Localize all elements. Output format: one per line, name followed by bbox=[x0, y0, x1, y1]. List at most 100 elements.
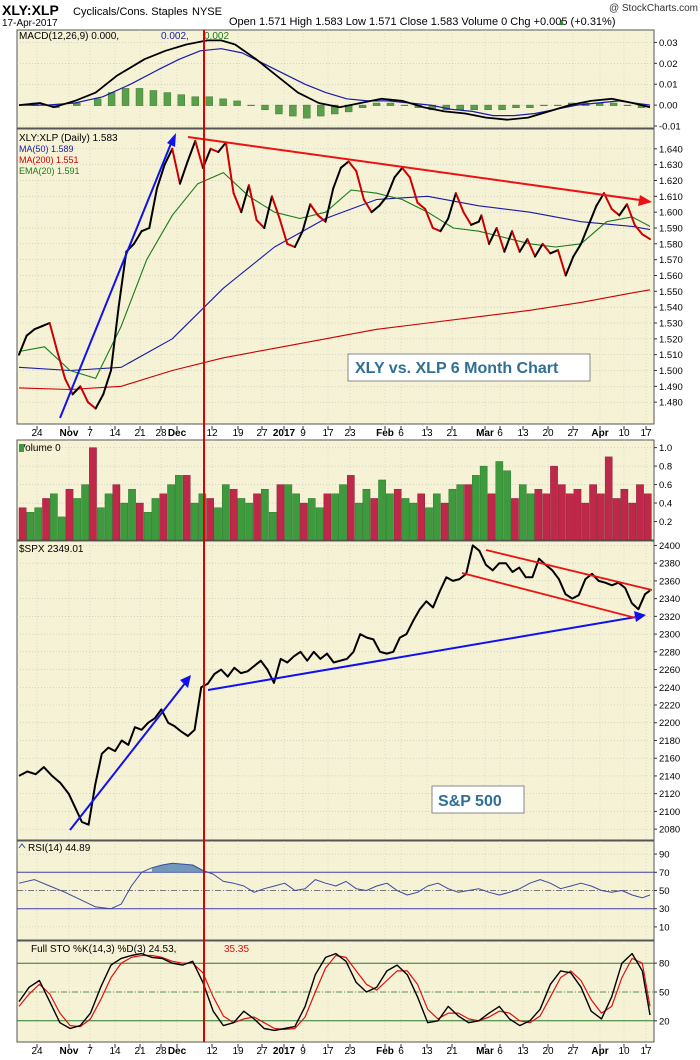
ratio-price-segment bbox=[270, 195, 281, 220]
volume-bar-up bbox=[315, 507, 324, 541]
ratio-price-segment bbox=[324, 187, 335, 223]
volume-bar-down bbox=[558, 484, 566, 541]
date-axis-top-tick-label: 20 bbox=[542, 428, 554, 439]
ratio-price-segment bbox=[286, 242, 296, 248]
date-axis-bottom-tick-label: Nov bbox=[60, 1046, 79, 1057]
volume-bar-down bbox=[253, 493, 261, 541]
date-axis-top: 24 Nov 7 14 21 28 Dec 12 19 27 2017 9 17 23 Feb 6 13 21 Ma… bbox=[31, 426, 652, 439]
ratio-price-segment bbox=[71, 385, 82, 396]
ratio-price-segment bbox=[224, 141, 235, 195]
sto-k-line bbox=[18, 952, 651, 1032]
spx-frame bbox=[16, 540, 655, 841]
ratio-price-segment bbox=[240, 184, 250, 214]
ratio-tick-label: 1.480 bbox=[659, 398, 683, 409]
volume-tick-label: 0.6 bbox=[659, 480, 672, 491]
ratio-price-segment bbox=[378, 195, 388, 207]
volume-bar-down bbox=[511, 498, 519, 541]
ratio-tick-label: 1.560 bbox=[659, 271, 683, 282]
spx-tick-label: 2380 bbox=[659, 559, 680, 570]
spx-tick-label: 2300 bbox=[659, 630, 680, 641]
volume-bar-down bbox=[628, 502, 636, 541]
date-axis-top-tick-label: 28 bbox=[155, 428, 167, 439]
ratio-price-segment bbox=[247, 184, 258, 222]
ratio-price-segment bbox=[56, 350, 66, 380]
macd-histogram-bar bbox=[623, 104, 632, 106]
ratio-price-segment bbox=[549, 249, 560, 255]
macd-histogram-bar bbox=[358, 104, 367, 108]
date-axis-top-tick-label: 12 bbox=[206, 428, 218, 439]
macd-histogram-bar bbox=[512, 104, 520, 108]
ratio-price-segment bbox=[447, 192, 457, 220]
volume-bar-up bbox=[339, 484, 347, 541]
date-axis-top-tick-label: 17 bbox=[640, 428, 652, 439]
ratio-price-segment bbox=[633, 223, 644, 236]
date-axis-bottom-tick-label: 13 bbox=[421, 1046, 433, 1057]
ratio-price-segment bbox=[163, 147, 174, 166]
date-axis-bottom-tick-label: 19 bbox=[232, 1046, 244, 1057]
date-axis-top-tick-label: 10 bbox=[618, 428, 630, 439]
ratio-price-segment bbox=[587, 204, 598, 226]
ratio-price-segment bbox=[94, 393, 105, 410]
spx-title: S&P 500 bbox=[438, 793, 502, 810]
macd-tick-label: 0.01 bbox=[659, 80, 678, 91]
volume-bar-down bbox=[565, 493, 574, 541]
ratio-price-segment bbox=[431, 227, 442, 233]
ratio-price-segment bbox=[117, 250, 128, 309]
ratio-price-segment bbox=[480, 214, 491, 245]
ratio-price-segment bbox=[424, 208, 434, 229]
volume-bar-up bbox=[167, 484, 175, 541]
volume-bar-up bbox=[143, 512, 152, 541]
macd-histogram-bar bbox=[261, 104, 269, 111]
volume-bar-down bbox=[604, 456, 613, 541]
date-axis-bottom-tick-label: 2017 bbox=[273, 1046, 296, 1057]
volume-legend: Volume 0 bbox=[19, 443, 61, 454]
date-axis-top-tick-label: 7 bbox=[87, 428, 93, 439]
ratio-price-segment bbox=[572, 242, 583, 258]
chart-date: 17-Apr-2017 bbox=[2, 18, 58, 29]
spx-blue-arrowhead-1 bbox=[180, 675, 191, 688]
macd-histogram-bar bbox=[317, 104, 325, 117]
ratio-price-segment bbox=[610, 208, 621, 217]
spx-blue-arrowhead-2 bbox=[634, 611, 646, 622]
ratio-price-segment bbox=[40, 322, 51, 328]
date-axis-bottom-tick-label: 12 bbox=[206, 1046, 218, 1057]
date-axis-top-tick-label: 21 bbox=[134, 428, 146, 439]
date-axis-bottom-tick-label: 14 bbox=[109, 1046, 121, 1057]
volume-bar-up bbox=[120, 502, 129, 541]
macd-histogram-bar bbox=[609, 102, 618, 106]
ratio-tick-label: 1.490 bbox=[659, 382, 683, 393]
ratio-price-segment bbox=[148, 187, 158, 229]
ratio-price-segment bbox=[102, 369, 112, 396]
ratio-price-segment bbox=[401, 166, 411, 179]
spx-tick-label: 2160 bbox=[659, 754, 680, 765]
date-axis-bottom-tick-label: 28 bbox=[155, 1046, 167, 1057]
ratio-price-segment bbox=[370, 204, 381, 214]
rsi-tick-label: 10 bbox=[659, 922, 670, 933]
macd-tick-label: -0.01 bbox=[659, 122, 681, 133]
date-axis-bottom-tick-label: 20 bbox=[542, 1046, 554, 1057]
volume-bar-down bbox=[487, 493, 496, 541]
volume-bar-down bbox=[534, 488, 543, 541]
rsi-tick-label: 70 bbox=[659, 868, 670, 879]
ratio-price-segment bbox=[132, 230, 143, 245]
volume-bar-up bbox=[307, 498, 316, 541]
ratio-price-segment bbox=[393, 166, 404, 179]
ratio-red-arrowhead bbox=[638, 195, 652, 206]
macd-histogram-bar bbox=[191, 96, 199, 106]
macd-histogram-bar bbox=[219, 98, 227, 106]
ratio-price-segment bbox=[293, 230, 304, 248]
ratio-price-segment bbox=[511, 230, 521, 253]
ratio-price-segment bbox=[155, 163, 166, 190]
exchange: NYSE bbox=[192, 6, 222, 18]
sto-legend: Full STO %K(14,3) %D(3) 24.53, bbox=[31, 944, 176, 955]
volume-bar-up bbox=[448, 488, 457, 541]
spx-line bbox=[18, 544, 651, 826]
volume-bar-up bbox=[198, 493, 207, 541]
date-axis-bottom-tick-label: 17 bbox=[322, 1046, 334, 1057]
date-axis-top-tick-label: 27 bbox=[567, 428, 579, 439]
ratio-price-segment bbox=[278, 217, 289, 245]
ratio-price-segment bbox=[488, 227, 498, 245]
volume-bar-up bbox=[73, 498, 82, 541]
date-axis-bottom-tick-label: 24 bbox=[31, 1046, 43, 1057]
ratio-tick-label: 1.580 bbox=[659, 239, 683, 250]
